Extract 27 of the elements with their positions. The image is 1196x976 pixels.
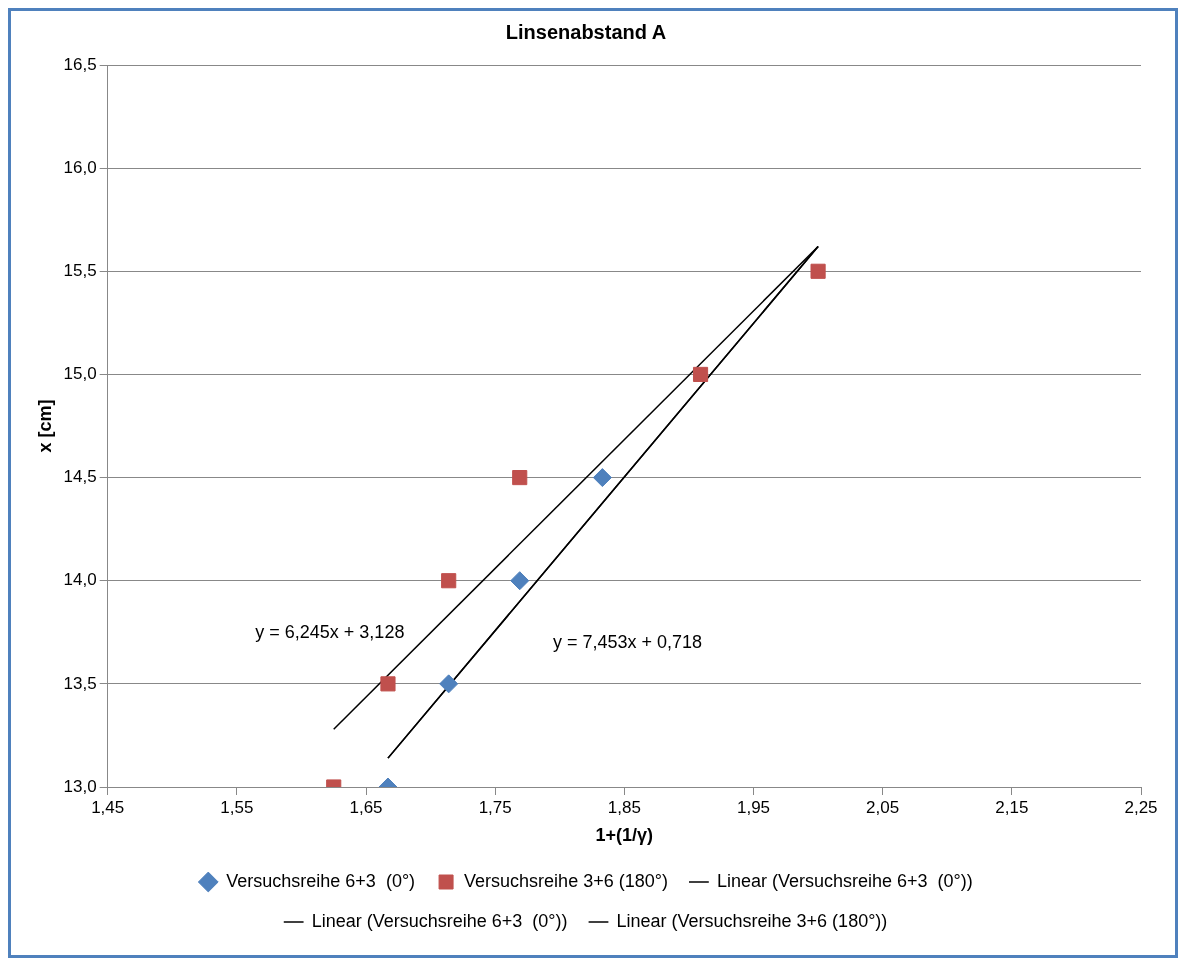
y-tick-label: 16,0 (63, 157, 97, 177)
x-tick-label: 1,75 (478, 797, 512, 817)
legend-label: Linear (Versuchsreihe 6+3 (0°)) (311, 910, 568, 931)
y-tick-label: 13,0 (63, 776, 97, 796)
x-tick-label: 2,05 (866, 797, 900, 817)
y-tick-label: 13,5 (63, 673, 97, 693)
y-tick-label: 16,5 (63, 54, 97, 74)
y-axis-title: x [cm] (34, 399, 55, 453)
annotation: y = 7,453x + 0,718 (552, 631, 703, 652)
legend-label: Versuchsreihe 6+3 (0°) (226, 870, 416, 891)
y-tick-label: 15,5 (63, 260, 97, 280)
x-tick-label: 1,55 (220, 797, 254, 817)
x-tick-label: 1,95 (736, 797, 771, 817)
legend-label: Linear (Versuchsreihe 3+6 (180°)) (616, 910, 888, 931)
y-tick-label: 14,5 (63, 467, 97, 487)
x-tick-label: 1,45 (91, 797, 125, 817)
y-tick-label: 15,0 (63, 364, 97, 384)
chart-title: Linsenabstand A (505, 20, 667, 43)
legend-label: Linear (Versuchsreihe 6+3 (0°)) (716, 870, 973, 891)
x-tick-label: 1,65 (349, 797, 383, 817)
x-tick-label: 2,25 (1124, 797, 1158, 817)
annotation: y = 6,245x + 3,128 (255, 622, 405, 643)
legend-label: Versuchsreihe 3+6 (180°) (464, 870, 668, 891)
x-tick-label: 1,85 (607, 797, 641, 817)
y-tick-label: 14,0 (63, 570, 97, 590)
x-axis-title: 1+(1/γ) (595, 825, 654, 846)
x-tick-label: 2,15 (995, 797, 1029, 817)
